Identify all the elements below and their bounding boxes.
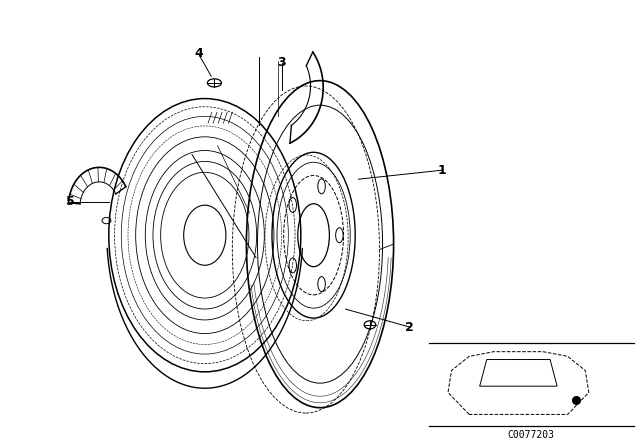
Text: 4: 4	[194, 47, 203, 60]
Text: 1: 1	[437, 164, 446, 177]
Text: 3: 3	[277, 56, 286, 69]
Text: 2: 2	[405, 320, 414, 334]
Text: C0077203: C0077203	[508, 431, 555, 440]
Text: 5: 5	[66, 195, 75, 208]
